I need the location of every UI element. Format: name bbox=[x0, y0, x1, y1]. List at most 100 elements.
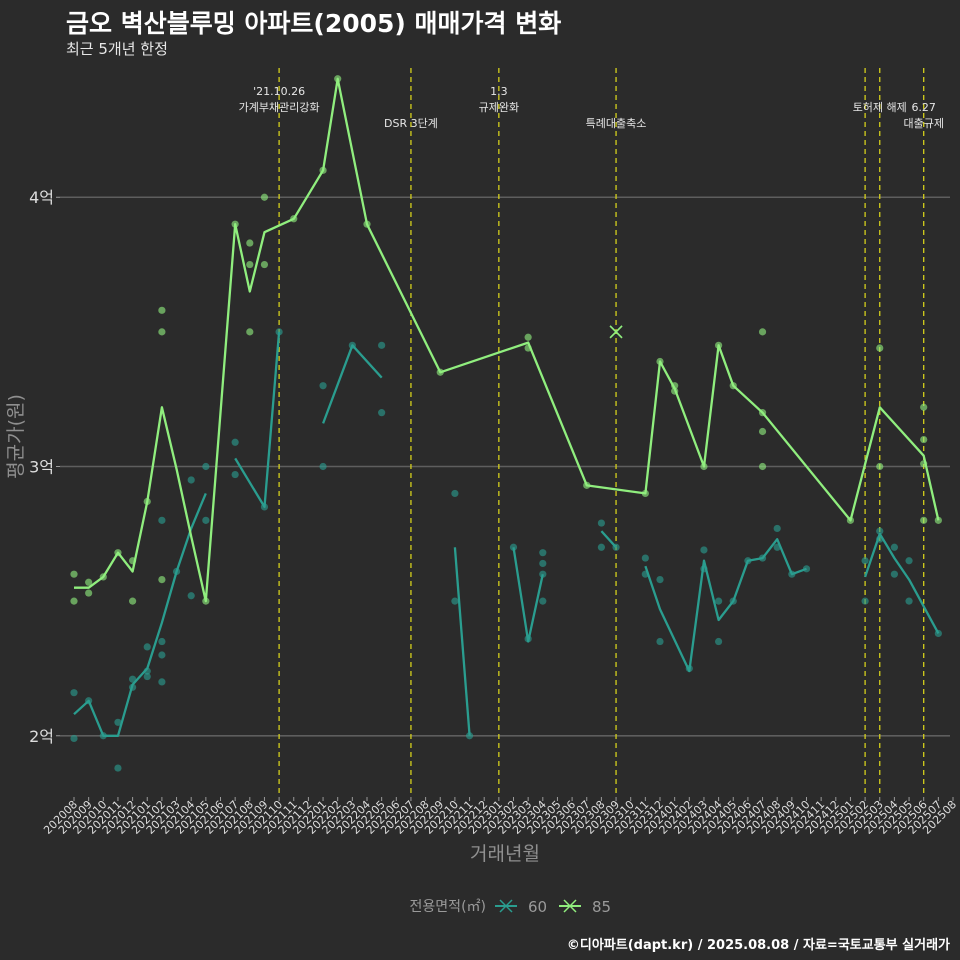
data-point-85 bbox=[876, 462, 884, 471]
data-point-60 bbox=[85, 697, 93, 705]
data-point-60 bbox=[685, 664, 693, 673]
data-point-60 bbox=[700, 546, 708, 554]
data-point-85 bbox=[671, 382, 679, 390]
data-point-60 bbox=[202, 462, 210, 471]
data-point-60 bbox=[539, 549, 547, 557]
data-point-60 bbox=[114, 718, 122, 726]
data-point-85 bbox=[758, 328, 767, 336]
data-point-60 bbox=[861, 557, 869, 565]
data-point-60 bbox=[656, 575, 664, 584]
data-point-85 bbox=[758, 427, 767, 436]
data-point-60 bbox=[172, 567, 181, 576]
source-caption: ©디아파트(dapt.kr) / 2025.08.08 / 자료=국토교통부 실… bbox=[566, 938, 950, 953]
data-point-60 bbox=[114, 764, 122, 772]
data-point-85 bbox=[158, 328, 166, 336]
y-axis-title: 평균가(원) bbox=[5, 394, 27, 479]
chart-subtitle: 최근 5개년 한정 bbox=[66, 40, 168, 58]
series-layer bbox=[70, 75, 942, 772]
data-point-60 bbox=[231, 438, 239, 446]
legend-label-60: 60 bbox=[528, 898, 547, 916]
data-point-85 bbox=[846, 516, 855, 524]
data-point-85 bbox=[715, 341, 723, 349]
data-point-60 bbox=[539, 559, 547, 568]
data-point-60 bbox=[773, 524, 781, 533]
data-point-60 bbox=[509, 543, 518, 551]
legend-key-marker-85 bbox=[563, 899, 577, 913]
data-point-60 bbox=[788, 570, 796, 578]
data-point-60 bbox=[641, 554, 649, 562]
data-point-85 bbox=[524, 333, 532, 341]
data-point-60 bbox=[773, 543, 781, 551]
data-point-85 bbox=[246, 260, 254, 269]
data-point-85 bbox=[920, 435, 928, 444]
event-label: 대출규제 bbox=[903, 117, 943, 130]
y-tick-label: 3억 bbox=[29, 458, 54, 477]
data-point-85 bbox=[158, 575, 166, 584]
legend-key-marker-60 bbox=[499, 899, 513, 913]
data-point-85 bbox=[202, 597, 210, 605]
data-point-60 bbox=[715, 597, 723, 605]
data-point-60 bbox=[905, 597, 913, 605]
data-point-60 bbox=[905, 557, 913, 565]
data-point-60 bbox=[70, 689, 78, 697]
data-point-60 bbox=[744, 557, 752, 565]
data-point-60 bbox=[451, 489, 459, 498]
data-point-60 bbox=[700, 565, 708, 573]
data-point-60 bbox=[129, 683, 137, 691]
data-point-60 bbox=[524, 635, 532, 643]
legend-title: 전용면적(㎡) bbox=[410, 899, 486, 915]
series-line-60 bbox=[234, 331, 281, 509]
data-point-60 bbox=[715, 637, 723, 646]
axis-layer: 2억3억4억2020082020092020102020112020122021… bbox=[5, 188, 959, 865]
data-point-60 bbox=[158, 637, 166, 646]
data-point-60 bbox=[202, 516, 210, 524]
data-point-85 bbox=[85, 589, 93, 597]
data-point-60 bbox=[143, 643, 151, 651]
data-point-85 bbox=[641, 489, 649, 498]
data-point-85 bbox=[758, 462, 767, 471]
data-point-60 bbox=[934, 629, 942, 638]
event-label: '21.10.26 bbox=[253, 85, 305, 98]
series-line-60 bbox=[512, 547, 544, 643]
y-tick-label: 2억 bbox=[29, 727, 54, 746]
data-point-60 bbox=[758, 554, 767, 562]
data-point-60 bbox=[890, 570, 899, 578]
event-label: 토허제 해제 bbox=[853, 100, 907, 114]
event-label: 규제완화 bbox=[479, 101, 519, 114]
data-point-85 bbox=[656, 357, 664, 366]
data-point-60 bbox=[99, 732, 107, 740]
data-point-60 bbox=[876, 535, 884, 543]
data-point-85 bbox=[114, 549, 122, 557]
data-point-85 bbox=[143, 497, 151, 506]
data-point-85 bbox=[920, 460, 928, 468]
series-line-60 bbox=[453, 547, 471, 736]
data-point-60 bbox=[187, 476, 195, 484]
data-point-60 bbox=[597, 543, 606, 551]
data-point-60 bbox=[158, 516, 166, 524]
legend-label-85: 85 bbox=[592, 898, 611, 916]
event-label: 6.27 bbox=[911, 101, 936, 114]
data-point-60 bbox=[378, 341, 386, 349]
series-line-60 bbox=[322, 344, 383, 424]
marker-x-85 bbox=[609, 325, 623, 339]
event-label: DSR 3단계 bbox=[384, 117, 438, 130]
data-point-60 bbox=[260, 503, 269, 511]
data-point-85 bbox=[934, 516, 942, 524]
event-label: 가계부채관리강화 bbox=[239, 101, 320, 114]
data-point-85 bbox=[729, 382, 737, 390]
event-label: 1.3 bbox=[490, 85, 508, 98]
data-point-60 bbox=[187, 592, 195, 600]
data-point-60 bbox=[319, 462, 327, 471]
data-point-60 bbox=[158, 651, 166, 659]
data-point-85 bbox=[436, 368, 444, 376]
data-point-85 bbox=[246, 328, 254, 336]
x-axis-title: 거래년월 bbox=[470, 843, 540, 865]
data-point-60 bbox=[378, 409, 386, 417]
data-point-60 bbox=[465, 732, 474, 740]
data-point-60 bbox=[876, 527, 884, 535]
data-point-60 bbox=[641, 570, 649, 578]
data-point-60 bbox=[539, 597, 547, 605]
data-point-60 bbox=[597, 519, 606, 527]
data-point-60 bbox=[612, 543, 620, 551]
y-tick-label: 4억 bbox=[29, 188, 54, 207]
